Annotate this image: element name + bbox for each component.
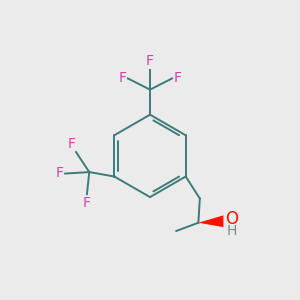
Text: F: F: [83, 196, 91, 210]
Text: F: F: [146, 54, 154, 68]
Text: H: H: [226, 224, 237, 238]
Polygon shape: [198, 215, 224, 227]
Text: F: F: [118, 70, 126, 85]
Text: O: O: [225, 210, 238, 228]
Text: F: F: [56, 166, 64, 180]
Text: F: F: [68, 136, 75, 151]
Text: F: F: [174, 70, 182, 85]
